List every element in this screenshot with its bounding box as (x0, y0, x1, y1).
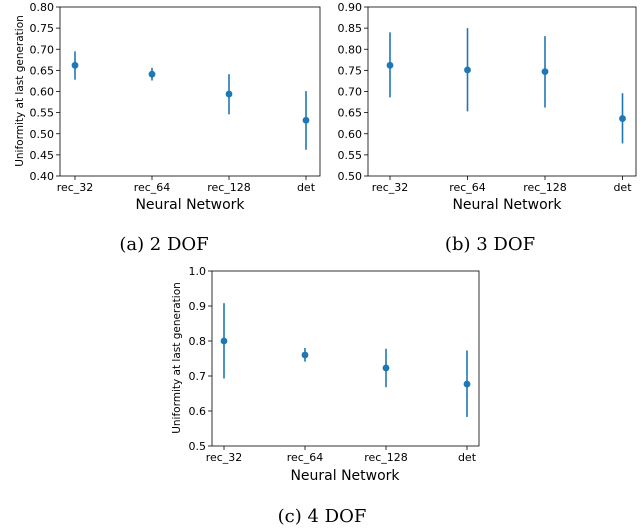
x-tick-label: rec_32 (372, 181, 409, 194)
panel-b-marks (386, 28, 626, 144)
x-tick-label: rec_128 (207, 181, 251, 194)
panel-a-y-ticks: 0.40 0.45 0.50 0.55 0.60 0.65 0.70 0.75 0.80 (30, 1, 60, 183)
data-point (382, 364, 390, 372)
panel-a-marks (71, 51, 310, 150)
y-tick-label: 0.80 (30, 1, 55, 14)
panel-b-xlabel: Neural Network (452, 197, 562, 213)
data-point (541, 68, 549, 76)
y-tick-label: 0.40 (30, 170, 55, 183)
x-tick-label: rec_128 (364, 451, 408, 464)
panel-a-xlabel: Neural Network (135, 197, 245, 213)
panel-c-xlabel: Neural Network (290, 468, 400, 484)
y-tick-label: 0.8 (189, 335, 207, 348)
y-tick-label: 0.55 (338, 149, 363, 162)
x-tick-label: rec_128 (523, 181, 567, 194)
y-tick-label: 1.0 (189, 265, 207, 278)
y-tick-label: 0.70 (338, 86, 363, 99)
panel-a: Uniformity at last generation 0.400.450.… (14, 1, 321, 255)
y-tick-label: 0.80 (338, 43, 363, 56)
x-tick-label: rec_64 (134, 181, 171, 194)
y-tick-label: 0.75 (338, 64, 363, 77)
data-point (619, 115, 626, 122)
x-tick-label: rec_32 (206, 451, 243, 464)
y-tick-label: 0.50 (338, 170, 363, 183)
data-point (301, 351, 309, 359)
panel-b-caption: (b) 3 DOF (445, 234, 535, 255)
data-point (463, 380, 471, 388)
panel-c-y-ticks: 0.5 0.6 0.7 0.8 0.9 1.0 (189, 265, 212, 453)
x-tick-label: det (297, 181, 316, 194)
y-tick-label: 0.85 (338, 22, 363, 35)
x-tick-label: rec_64 (449, 181, 486, 194)
y-tick-label: 0.6 (189, 405, 207, 418)
x-tick-label: rec_32 (57, 181, 94, 194)
panel-b-x-ticks: rec_32 rec_64 rec_128 det (372, 176, 632, 194)
panel-c-caption: (c) 4 DOF (278, 506, 367, 527)
data-point (148, 70, 156, 78)
y-tick-label: 0.45 (30, 149, 55, 162)
y-tick-label: 0.70 (30, 43, 55, 56)
data-point (386, 61, 394, 69)
data-point (302, 116, 310, 124)
y-tick-label: 0.65 (30, 64, 55, 77)
panel-a-frame (59, 6, 321, 177)
y-tick-label: 0.55 (30, 107, 55, 120)
panel-a-ylabel: Uniformity at last generation (14, 15, 26, 167)
x-tick-label: rec_64 (287, 451, 324, 464)
panel-c-ylabel: Uniformity at last generation (171, 282, 183, 434)
y-tick-label: 0.9 (189, 300, 207, 313)
panel-c-marks (220, 303, 471, 417)
panel-b-y-ticks: 0.50 0.55 0.60 0.65 0.70 0.75 0.80 0.85 0.90 (338, 1, 368, 183)
data-point (464, 66, 471, 74)
y-tick-label: 0.7 (189, 370, 207, 383)
panel-c: Uniformity at last generation 0.50.60.70… (171, 265, 480, 527)
data-point (71, 61, 79, 69)
panel-c-frame (211, 270, 480, 447)
data-point (220, 337, 228, 345)
data-point (225, 90, 233, 98)
panel-a-caption: (a) 2 DOF (119, 234, 208, 255)
panel-c-x-ticks: rec_32 rec_64 rec_128 det (206, 446, 477, 464)
x-tick-label: det (458, 451, 477, 464)
x-tick-label: det (613, 181, 632, 194)
y-tick-label: 0.60 (30, 86, 55, 99)
y-tick-label: 0.75 (30, 22, 55, 35)
panel-b: 0.50 0.55 0.60 0.65 0.70 0.75 0.80 0.85 0.90 rec… (338, 1, 637, 255)
y-tick-label: 0.65 (338, 107, 363, 120)
panel-a-x-ticks: rec_32 rec_64 rec_128 det (57, 176, 316, 194)
y-tick-label: 0.5 (189, 440, 207, 453)
y-tick-label: 0.60 (338, 128, 363, 141)
panel-b-frame (367, 6, 637, 177)
y-tick-label: 0.50 (30, 128, 55, 141)
y-tick-label: 0.90 (338, 1, 363, 14)
